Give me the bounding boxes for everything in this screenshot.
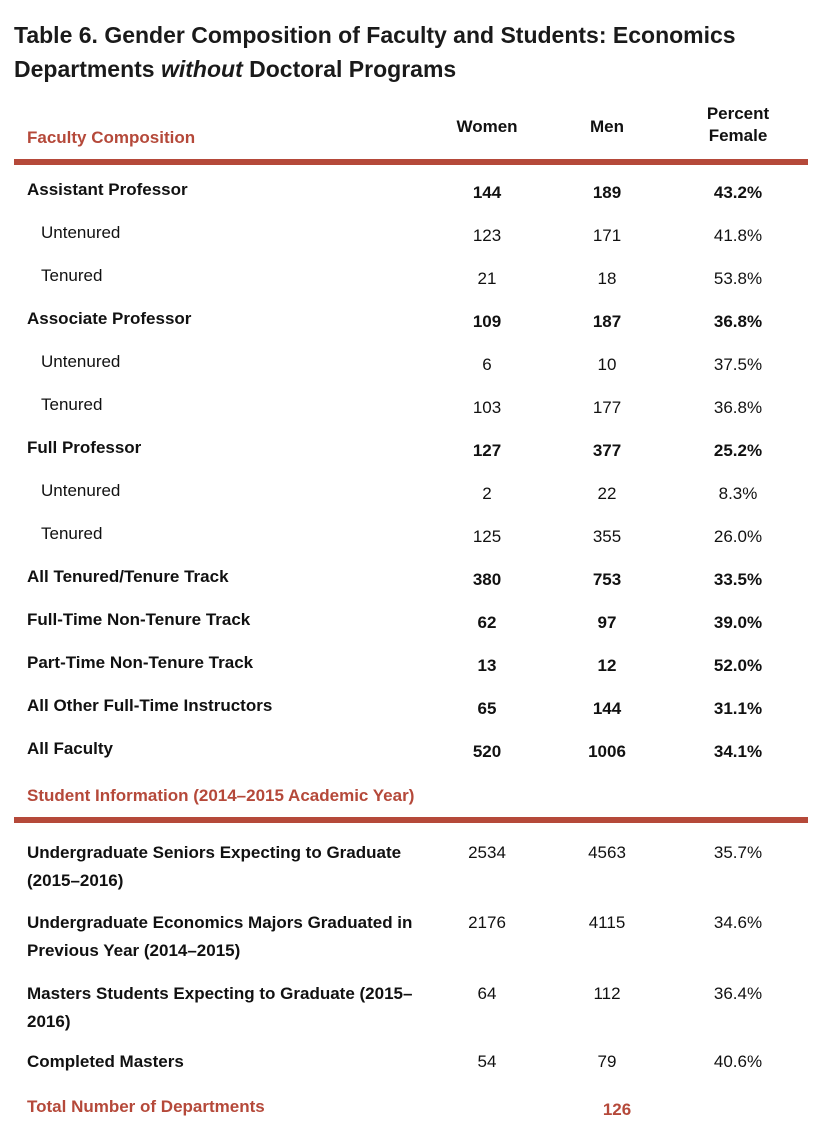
cell: 144 (472, 183, 502, 202)
cell: 2 (482, 484, 492, 503)
column-header: Women (456, 117, 518, 136)
cell: 40.6% (713, 1052, 763, 1071)
cell: 123 (472, 226, 502, 245)
cell: 35.7% (713, 843, 763, 862)
cell: 22 (597, 484, 617, 503)
sub-row-label: Tenured (41, 395, 103, 414)
cell: 8.3% (718, 484, 758, 503)
cell: 4115 (588, 913, 626, 932)
cell: 62 (477, 613, 497, 632)
cell: 34.1% (713, 742, 763, 761)
row-label: All Other Full-Time Instructors (27, 696, 273, 715)
cell: 127 (472, 441, 502, 460)
cell: 64 (477, 984, 497, 1003)
total-value: 126 (602, 1100, 632, 1119)
cell: 109 (472, 312, 502, 331)
cell: 171 (592, 226, 622, 245)
row-label: Full-Time Non-Tenure Track (27, 610, 251, 629)
sub-row-label: Untenured (41, 481, 121, 500)
cell: 41.8% (713, 226, 763, 245)
cell: 26.0% (713, 527, 763, 546)
cell: 112 (593, 984, 621, 1003)
sub-row-label: Untenured (41, 352, 121, 371)
cell: 33.5% (713, 570, 763, 589)
cell: 18 (597, 269, 617, 288)
cell: 36.8% (713, 398, 763, 417)
row-label: Undergraduate Seniors Expecting to Gradu… (27, 843, 402, 890)
cell: 79 (597, 1052, 617, 1071)
total-label: Total Number of Departments (27, 1097, 265, 1116)
cell: 177 (592, 398, 622, 417)
cell: 43.2% (713, 183, 763, 202)
cell: 125 (472, 527, 502, 546)
cell: 37.5% (713, 355, 763, 374)
row-label: Masters Students Expecting to Graduate (… (27, 984, 413, 1031)
row-label: Undergraduate Economics Majors Graduated… (27, 913, 413, 960)
cell: 53.8% (713, 269, 763, 288)
cell: 31.1% (713, 699, 763, 718)
table-title: Table 6. Gender Composition of Faculty a… (14, 18, 804, 86)
cell: 21 (477, 269, 497, 288)
cell: 36.4% (713, 984, 763, 1003)
cell: 2534 (468, 843, 506, 862)
sub-row-label: Tenured (41, 266, 103, 285)
cell: 12 (597, 656, 617, 675)
cell: 65 (477, 699, 497, 718)
section-rule (14, 817, 808, 823)
row-label: All Faculty (27, 739, 113, 758)
cell: 34.6% (713, 913, 763, 932)
cell: 39.0% (713, 613, 763, 632)
cell: 103 (472, 398, 502, 417)
section-heading: Student Information (2014–2015 Academic … (27, 786, 415, 805)
cell: 520 (472, 742, 502, 761)
row-label: Part-Time Non-Tenure Track (27, 653, 254, 672)
cell: 13 (477, 656, 497, 675)
cell: 189 (592, 183, 622, 202)
cell: 377 (592, 441, 622, 460)
cell: 97 (597, 613, 617, 632)
cell: 1006 (588, 742, 626, 761)
row-label: Completed Masters (27, 1052, 184, 1071)
cell: 52.0% (713, 656, 763, 675)
cell: 144 (592, 699, 622, 718)
row-label: All Tenured/Tenure Track (27, 567, 229, 586)
cell: 355 (592, 527, 622, 546)
cell: 25.2% (713, 441, 763, 460)
cell: 2176 (468, 913, 506, 932)
row-label: Full Professor (27, 438, 142, 457)
title-emphasis: without (160, 56, 243, 82)
cell: 380 (472, 570, 502, 589)
cell: 10 (597, 355, 617, 374)
cell: 187 (592, 312, 622, 331)
title-text: Table 6. Gender Composition of Faculty a… (14, 22, 736, 82)
cell: 6 (482, 355, 492, 374)
cell: 4563 (588, 843, 626, 862)
cell: 753 (592, 570, 622, 589)
section-heading: Faculty Composition (27, 128, 196, 147)
column-header: Men (590, 117, 624, 136)
cell: 54 (477, 1052, 497, 1071)
sub-row-label: Tenured (41, 524, 103, 543)
column-header: Percent Female (706, 104, 770, 145)
header-rule (14, 159, 808, 165)
row-label: Associate Professor (27, 309, 192, 328)
cell: 36.8% (713, 312, 763, 331)
row-label: Assistant Professor (27, 180, 188, 199)
title-text: Doctoral Programs (242, 56, 457, 82)
sub-row-label: Untenured (41, 223, 121, 242)
